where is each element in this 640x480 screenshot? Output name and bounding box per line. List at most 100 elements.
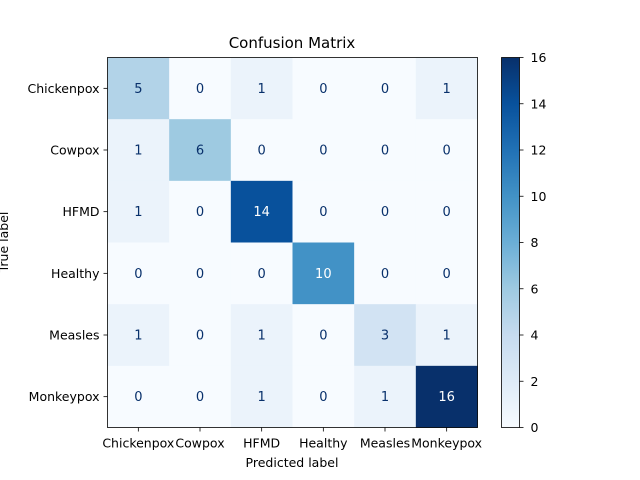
colorbar-tick-label: 2 (531, 374, 539, 389)
colorbar-tick-label: 6 (531, 281, 539, 296)
heatmap-cell (292, 365, 355, 428)
heatmap-cell (292, 180, 355, 243)
heatmap-cell (415, 57, 478, 120)
cell-value-label: 0 (381, 144, 389, 159)
cell-value-label: 1 (258, 329, 266, 344)
heatmap-cell (230, 119, 293, 182)
colorbar-ticks: 0 2 4 6 8 10 12 14 16 (519, 50, 547, 435)
y-tick-label: Chickenpox (28, 81, 100, 96)
y-tick-label: Cowpox (50, 143, 99, 158)
cell-value-label: 0 (381, 205, 389, 220)
heatmap-cell (354, 365, 417, 428)
cell-value-label: 0 (381, 82, 389, 97)
cell-value-label: 0 (134, 390, 142, 405)
heatmap-cell (169, 180, 232, 243)
x-tick-label: Measles (360, 436, 410, 451)
cell-value-label: 0 (443, 144, 451, 159)
cell-value-label: 1 (134, 329, 142, 344)
heatmap-cell (415, 242, 478, 305)
heatmap-cell (415, 304, 478, 367)
heatmap-cell (415, 119, 478, 182)
cell-value-label: 1 (258, 390, 266, 405)
heatmap-cell (107, 180, 170, 243)
cell-value-label: 0 (319, 205, 327, 220)
heatmap-cell (230, 242, 293, 305)
heatmap-cell (230, 180, 293, 243)
heatmap-cell (292, 304, 355, 367)
cell-value-label: 0 (196, 329, 204, 344)
cell-value-label: 6 (196, 144, 204, 159)
heatmap-cell (169, 304, 232, 367)
colorbar-tick-label: 16 (531, 50, 547, 65)
cell-value-label: 0 (443, 205, 451, 220)
heatmap-cell (292, 242, 355, 305)
heatmap-cell (230, 365, 293, 428)
cell-value-label: 1 (443, 82, 451, 97)
cell-value-label: 0 (319, 329, 327, 344)
cell-value-label: 0 (319, 390, 327, 405)
x-axis-label: Predicted label (246, 455, 339, 470)
y-tick-label: Monkeypox (29, 389, 100, 404)
cell-value-label: 0 (196, 205, 204, 220)
cell-value-label: 0 (381, 267, 389, 282)
heatmap-cell (107, 57, 170, 120)
cell-value-label: 1 (134, 205, 142, 220)
heatmap-cell (107, 242, 170, 305)
cell-value-label: 10 (315, 267, 332, 282)
heatmap-cell (354, 119, 417, 182)
heatmap-cell (292, 119, 355, 182)
cell-value-label: 0 (196, 82, 204, 97)
heatmap-cell-labels: 5 0 1 0 0 11 6 0 0 0 01 0 14 0 0 00 0 0 10 0 01 0 1 0 3 10 0 1 0 1 16 (134, 82, 455, 405)
y-axis-label: True label (0, 212, 11, 274)
x-tick-label: Chickenpox (102, 436, 174, 451)
cell-value-label: 14 (253, 205, 270, 220)
plot-frame (107, 57, 478, 428)
heatmap-cell (107, 119, 170, 182)
cell-value-label: 0 (196, 267, 204, 282)
heatmap-cell (292, 57, 355, 120)
cell-value-label: 0 (319, 144, 327, 159)
heatmap-cell (107, 304, 170, 367)
heatmap-cell (169, 57, 232, 120)
colorbar-tick-label: 10 (531, 189, 547, 204)
y-tick-label: Healthy (51, 266, 100, 281)
chart-title: Confusion Matrix (229, 34, 356, 52)
cell-value-label: 0 (319, 82, 327, 97)
cell-value-label: 0 (134, 267, 142, 282)
x-tick-label: Cowpox (175, 436, 224, 451)
heatmap-cell (354, 180, 417, 243)
cell-value-label: 1 (381, 390, 389, 405)
x-axis-ticks: Chickenpox Cowpox HFMD Healthy Measles Monkey… (102, 427, 482, 451)
x-tick-label: Monkeypox (411, 436, 482, 451)
heatmap-cell (415, 365, 478, 428)
heatmap-cell (169, 242, 232, 305)
cell-value-label: 5 (134, 82, 142, 97)
colorbar-tick-label: 14 (531, 96, 547, 111)
cell-value-label: 0 (258, 267, 266, 282)
cell-value-label: 1 (134, 144, 142, 159)
x-tick-label: Healthy (299, 436, 348, 451)
cell-value-label: 1 (443, 329, 451, 344)
heatmap-cell (415, 180, 478, 243)
heatmap-cell (354, 57, 417, 120)
y-tick-label: HFMD (63, 204, 100, 219)
y-tick-label: Measles (49, 328, 99, 343)
colorbar-tick-label: 4 (531, 328, 539, 343)
colorbar-tick-label: 8 (531, 235, 539, 250)
cell-value-label: 16 (438, 390, 455, 405)
heatmap-cell (107, 365, 170, 428)
cell-value-label: 0 (443, 267, 451, 282)
x-tick-label: HFMD (243, 436, 280, 451)
y-axis-ticks: Chickenpox Cowpox HFMD Healthy Measles Monkey… (28, 81, 108, 404)
heatmap-cell (230, 57, 293, 120)
colorbar-tick-label: 12 (531, 143, 547, 158)
heatmap-cell (169, 365, 232, 428)
cell-value-label: 3 (381, 329, 389, 344)
heatmap-cell (354, 304, 417, 367)
heatmap-cell (230, 304, 293, 367)
colorbar (501, 57, 520, 428)
colorbar-tick-label: 0 (531, 420, 539, 435)
cell-value-label: 1 (258, 82, 266, 97)
heatmap-cell (169, 119, 232, 182)
